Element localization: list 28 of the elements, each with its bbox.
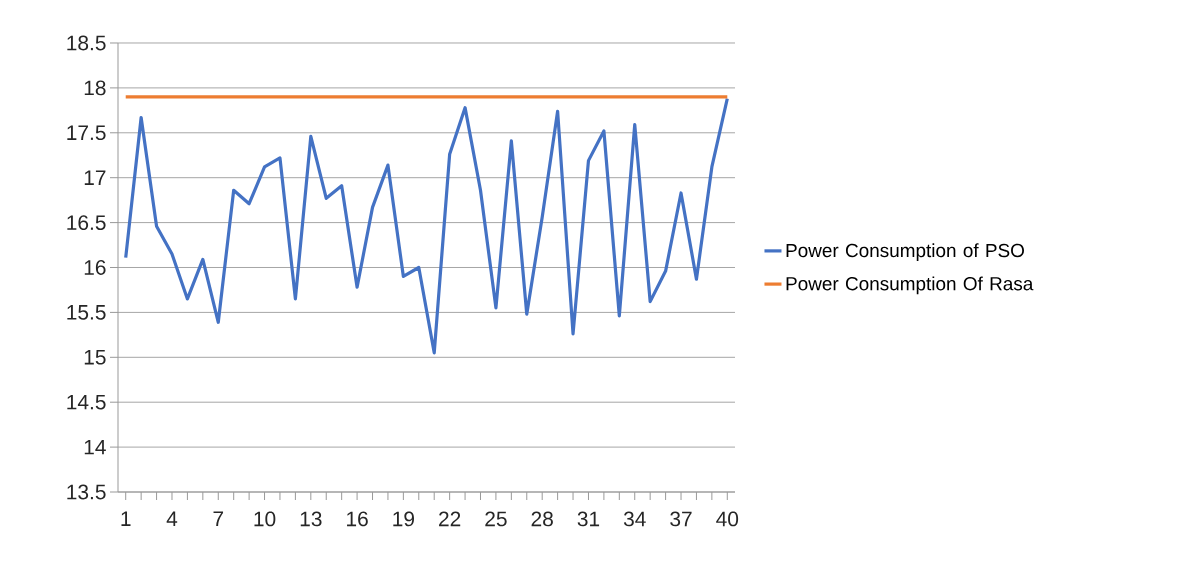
x-tick-label: 37 bbox=[670, 511, 692, 527]
y-tick-label: 14.5 bbox=[67, 394, 106, 410]
x-tick-label: 40 bbox=[716, 511, 739, 527]
y-tick-label: 15.5 bbox=[67, 305, 106, 320]
y-tick-label: 14 bbox=[84, 439, 106, 455]
x-tick-label: 19 bbox=[393, 511, 414, 527]
y-tick-label: 16 bbox=[84, 260, 106, 275]
x-tick-label: 22 bbox=[439, 511, 461, 527]
x-tick-label: 28 bbox=[531, 511, 553, 527]
x-tick-label: 13 bbox=[300, 511, 322, 527]
y-tick-label: 18 bbox=[84, 80, 106, 96]
legend-label: Power Consumption of PSO bbox=[786, 243, 1024, 261]
x-tick-label: 10 bbox=[254, 511, 276, 527]
x-tick-label: 4 bbox=[166, 511, 178, 526]
y-tick-label: 17 bbox=[84, 170, 106, 185]
y-tick-label: 13.5 bbox=[67, 484, 106, 500]
x-tick-label: 7 bbox=[213, 511, 224, 526]
x-tick-label: 31 bbox=[577, 511, 600, 527]
y-tick-label: 17.5 bbox=[67, 125, 106, 141]
y-tick-label: 16.5 bbox=[67, 215, 106, 230]
x-tick-label: 25 bbox=[485, 511, 507, 527]
x-tick-label: 34 bbox=[623, 511, 646, 527]
x-tick-label: 1 bbox=[121, 511, 131, 526]
y-tick-label: 18.5 bbox=[67, 35, 106, 51]
legend-label: Power Consumption Of Rasa bbox=[786, 276, 1034, 295]
x-tick-label: 16 bbox=[347, 511, 368, 527]
line-series bbox=[124, 97, 729, 355]
y-tick-label: 15 bbox=[84, 350, 106, 365]
